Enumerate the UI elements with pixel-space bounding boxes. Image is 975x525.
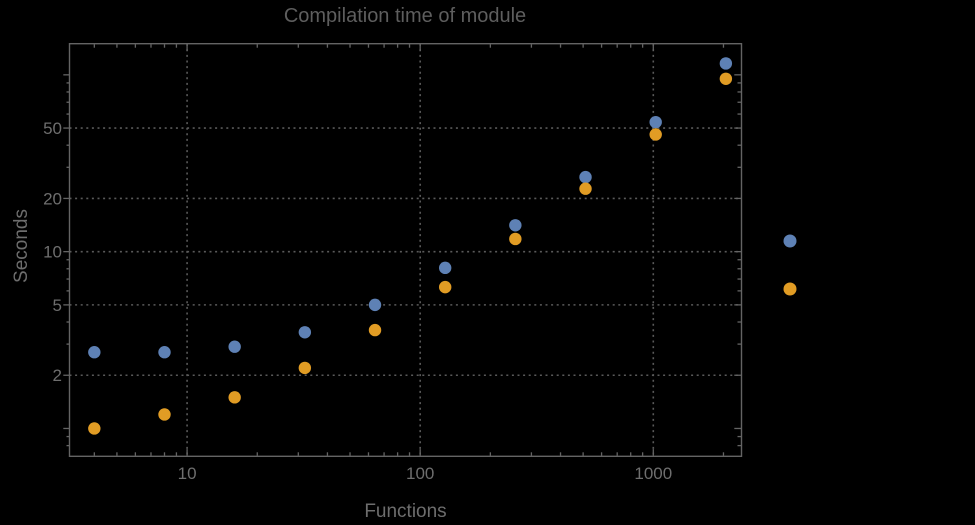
data-point-series-2-orange [438, 280, 452, 294]
data-point-series-2-orange [649, 128, 662, 141]
tick-layer [63, 44, 741, 456]
data-point-series-1-blue [438, 261, 452, 275]
data-point-series-2-orange [579, 182, 592, 195]
data-point-series-2-orange [719, 72, 733, 85]
data-point-series-1-blue [649, 115, 662, 129]
x-axis-label: Functions [364, 501, 446, 522]
legend [783, 234, 797, 296]
chart-title: Compilation time of module [284, 5, 526, 27]
legend-marker-series-2-orange [783, 282, 797, 296]
frame-layer [68, 43, 743, 458]
points-layer [88, 57, 733, 435]
y-tick-label: 20 [43, 189, 62, 208]
x-tick-label: 1000 [634, 464, 672, 483]
y-tick-label: 5 [53, 296, 62, 315]
data-point-series-1-blue [158, 345, 171, 359]
x-tick-label: 10 [178, 464, 197, 483]
y-tick-label: 10 [43, 243, 62, 262]
data-point-series-1-blue [88, 345, 101, 359]
data-point-series-1-blue [579, 170, 592, 184]
tick-label-layer: 10 100 1000 2 5 10 20 50 [43, 119, 672, 483]
y-tick-label: 50 [43, 119, 62, 138]
y-tick-label: 2 [53, 366, 62, 385]
y-axis-label: Seconds [11, 209, 32, 283]
data-point-series-1-blue [719, 57, 733, 70]
data-point-series-2-orange [228, 391, 241, 404]
data-point-series-2-orange [509, 232, 522, 246]
data-point-series-2-orange [298, 361, 312, 375]
x-tick-label: 100 [406, 464, 434, 483]
data-point-series-1-blue [368, 298, 382, 312]
data-point-series-1-blue [228, 340, 241, 353]
data-point-series-2-orange [368, 323, 382, 337]
data-point-series-1-blue [509, 219, 522, 232]
data-point-series-1-blue [298, 326, 312, 339]
legend-marker-series-1-blue [783, 234, 797, 248]
plot-frame [68, 43, 743, 458]
data-point-series-2-orange [88, 422, 101, 435]
data-point-series-2-orange [158, 408, 171, 421]
grid-layer [69, 43, 742, 457]
